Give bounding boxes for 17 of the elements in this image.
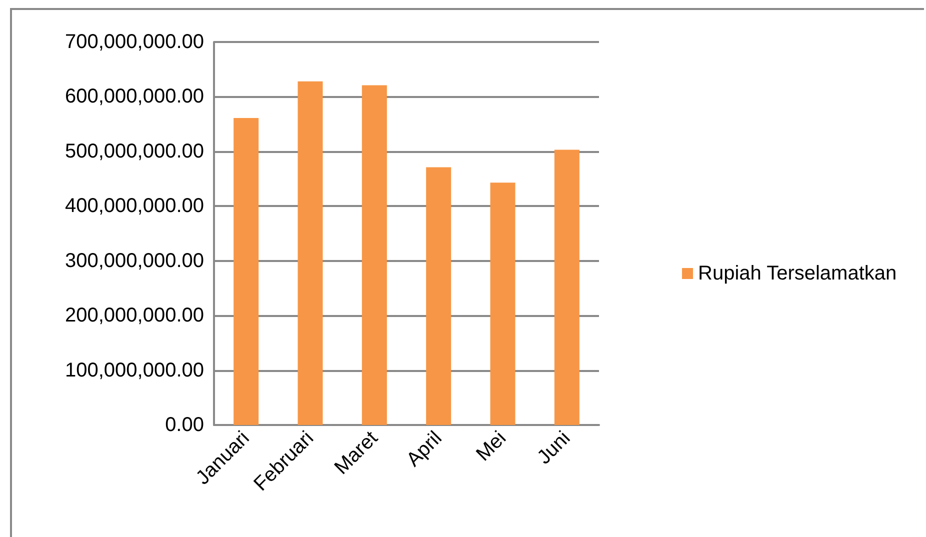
- legend-label: Rupiah Terselamatkan: [698, 262, 897, 284]
- y-tick-label: 700,000,000.00: [64, 31, 204, 53]
- y-tick-label: 300,000,000.00: [64, 250, 204, 272]
- y-tick-label: 100,000,000.00: [64, 359, 204, 382]
- bar: [554, 150, 580, 425]
- bar: [362, 85, 387, 425]
- y-tick-label: 600,000,000.00: [64, 86, 204, 108]
- bar: [490, 182, 516, 425]
- y-tick-label: 0.00: [165, 414, 204, 436]
- bar: [234, 118, 259, 425]
- bar: [298, 81, 323, 425]
- y-tick-label: 200,000,000.00: [64, 304, 204, 327]
- x-tick-label: Mei: [472, 427, 511, 466]
- y-tick-label: 400,000,000.00: [64, 195, 204, 218]
- x-tick-label: Juni: [533, 427, 575, 469]
- bar: [426, 167, 452, 425]
- y-tick-label: 500,000,000.00: [64, 140, 204, 162]
